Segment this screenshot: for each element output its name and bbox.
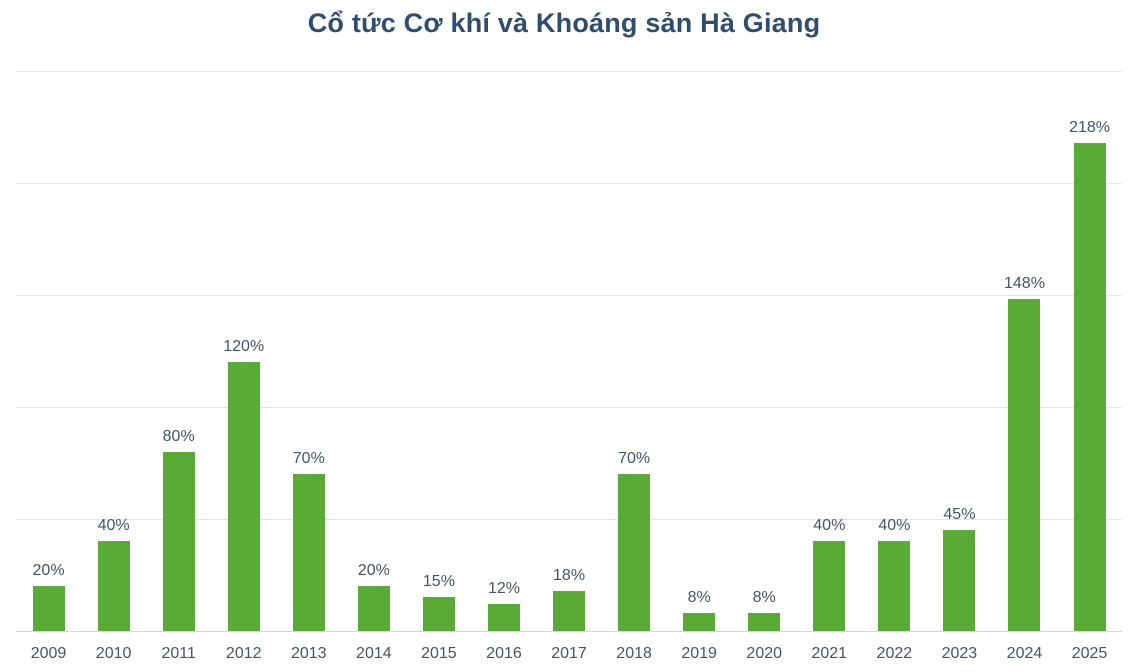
- bar-cell: 20%: [16, 71, 81, 631]
- bar-cell: 8%: [732, 71, 797, 631]
- x-axis-tick-label: 2023: [941, 644, 978, 662]
- x-axis-line: [16, 631, 1122, 632]
- x-axis-tick-label: 2014: [356, 644, 392, 662]
- bar-value-label: 8%: [687, 589, 711, 607]
- bar-value-label: 45%: [943, 506, 976, 524]
- x-axis-tick-label: 2015: [421, 644, 457, 662]
- chart-title: Cổ tức Cơ khí và Khoáng sản Hà Giang: [307, 8, 821, 38]
- x-axis-tick-label: 2013: [290, 644, 327, 662]
- x-axis-tick-label: 2017: [551, 644, 587, 662]
- bar-value-label: 120%: [223, 338, 265, 356]
- bar-cell: 20%: [341, 71, 406, 631]
- bar-value-label: 20%: [357, 562, 390, 580]
- bar-value-label: 70%: [292, 450, 325, 468]
- bar: [553, 590, 586, 631]
- bar-cell: 40%: [797, 71, 862, 631]
- gridline: [16, 407, 1122, 408]
- bar: [32, 586, 65, 631]
- bar: [487, 604, 520, 631]
- bar-value-label: 20%: [32, 562, 65, 580]
- bar-value-label: 70%: [618, 450, 651, 468]
- bar-value-label: 18%: [553, 566, 586, 584]
- x-axis-tick-label: 2016: [486, 644, 522, 662]
- bar-cell: 120%: [211, 71, 276, 631]
- bar-cell: 40%: [862, 71, 927, 631]
- bar-value-label: 40%: [813, 517, 846, 535]
- bar-cell: 45%: [927, 71, 992, 631]
- bar: [813, 541, 846, 631]
- bar: [683, 613, 716, 631]
- bar-cell: 18%: [537, 71, 602, 631]
- bar-cell: 40%: [81, 71, 146, 631]
- bar: [227, 362, 260, 631]
- bar-value-label: 218%: [1069, 118, 1110, 136]
- bar: [1008, 299, 1041, 631]
- x-axis-tick-label: 2020: [746, 644, 783, 662]
- x-axis-tick-label: 2018: [616, 644, 652, 662]
- bar-cell: 15%: [406, 71, 471, 631]
- bar-value-label: 8%: [752, 589, 776, 607]
- bar-cell: 12%: [471, 71, 536, 631]
- bar-cell: 70%: [276, 71, 341, 631]
- bar-value-label: 12%: [487, 580, 520, 598]
- x-axis-tick-label: 2012: [225, 644, 262, 662]
- gridline: [16, 183, 1122, 184]
- bar: [422, 597, 455, 631]
- bar-value-label: 148%: [1004, 275, 1045, 293]
- x-axis-tick-label: 2025: [1071, 644, 1108, 662]
- x-axis-tick-label: 2019: [681, 644, 717, 662]
- bar-cell: 218%: [1057, 71, 1122, 631]
- bars-row: 20% 40% 80% 120% 70% 20% 15% 12% 18% 70% 8% 8% 40% 40…: [16, 71, 1122, 631]
- bar: [1073, 142, 1106, 631]
- x-axis-tick-label: 2011: [161, 644, 196, 662]
- bar-value-label: 80%: [162, 427, 195, 445]
- x-axis-tick-label: 2022: [876, 644, 913, 662]
- bar: [292, 474, 325, 631]
- gridline: [16, 295, 1122, 296]
- x-axis-tick-label: 2010: [95, 644, 132, 662]
- bar: [97, 541, 130, 631]
- x-axis-tick-label: 2021: [811, 644, 848, 662]
- bar: [162, 451, 195, 631]
- bar-cell: 80%: [146, 71, 211, 631]
- bar-value-label: 15%: [422, 573, 455, 591]
- x-axis-tick-label: 2024: [1006, 644, 1043, 662]
- bar: [878, 541, 911, 631]
- bar-cell: 70%: [602, 71, 667, 631]
- plot-area: 20% 40% 80% 120% 70% 20% 15% 12% 18% 70% 8% 8% 40% 40…: [16, 71, 1122, 632]
- bar: [748, 613, 781, 631]
- gridline: [16, 519, 1122, 520]
- x-axis-labels: 2009 2010 2011 2012 2013 2014 2015 2016 2017 2018…: [16, 631, 1122, 672]
- gridline: [16, 71, 1122, 72]
- bar: [943, 530, 976, 631]
- bar-value-label: 40%: [878, 517, 911, 535]
- bar: [357, 586, 390, 631]
- bar-value-label: 40%: [97, 517, 130, 535]
- bar: [618, 474, 651, 631]
- bar-cell: 8%: [667, 71, 732, 631]
- x-axis-tick-label: 2009: [30, 644, 67, 662]
- bar-cell: 148%: [992, 71, 1057, 631]
